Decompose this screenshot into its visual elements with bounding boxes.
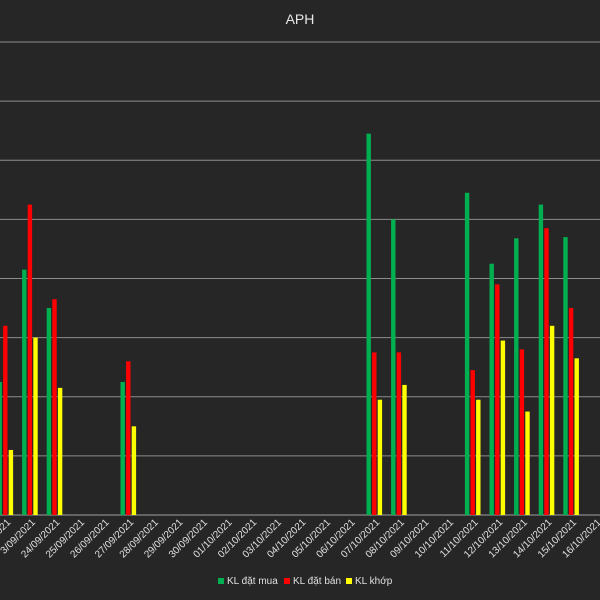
bar-match-21: [525, 411, 530, 515]
bar-buy-16: [391, 219, 396, 516]
legend-swatch-match: [346, 578, 352, 584]
bar-sell-19: [470, 370, 475, 515]
bar-buy-22: [538, 204, 544, 515]
bar-match-2: [57, 387, 63, 515]
bar-match-0: [8, 449, 14, 515]
bar-match-15: [377, 399, 383, 515]
bar-buy-23: [563, 237, 568, 516]
bar-buy-0: [0, 381, 2, 515]
grid-lines: [0, 41, 600, 516]
legend-label-match: KL khớp: [355, 576, 393, 587]
bar-sell-20: [495, 284, 500, 515]
bar-match-23: [574, 358, 579, 515]
bar-sell-5: [126, 361, 131, 515]
bar-sell-21: [519, 349, 525, 515]
bar-buy-20: [489, 263, 494, 515]
bar-sell-0: [3, 325, 8, 515]
bar-match-1: [33, 337, 38, 516]
bar-buy-2: [46, 308, 52, 515]
legend: KL đặt mua KL đặt bán KL khớp: [218, 576, 393, 587]
bar-sell-16: [396, 352, 402, 515]
bar-match-19: [476, 399, 481, 515]
chart-title: APH: [286, 11, 315, 27]
x-axis-tick-labels: /20213/09/202124/09/202125/09/202126/09/…: [0, 517, 600, 560]
bar-sell-2: [52, 299, 57, 515]
bar-buy-1: [22, 269, 27, 515]
legend-swatch-buy: [218, 578, 224, 584]
bar-match-5: [131, 426, 137, 515]
bar-buy-15: [366, 133, 371, 515]
legend-label-sell: KL đặt bán: [293, 576, 341, 587]
bar-match-16: [402, 384, 407, 515]
bar-match-20: [500, 340, 506, 515]
bar-match-22: [549, 325, 555, 515]
legend-label-buy: KL đặt mua: [227, 576, 278, 587]
bar-sell-22: [544, 228, 549, 516]
legend-swatch-sell: [284, 578, 290, 584]
bar-sell-1: [27, 204, 33, 515]
bar-sell-15: [372, 352, 377, 515]
bar-buy-19: [464, 192, 470, 515]
bar-buy-21: [514, 238, 519, 516]
bar-sell-23: [568, 308, 574, 515]
bars: [0, 133, 579, 516]
bar-buy-5: [120, 381, 125, 515]
